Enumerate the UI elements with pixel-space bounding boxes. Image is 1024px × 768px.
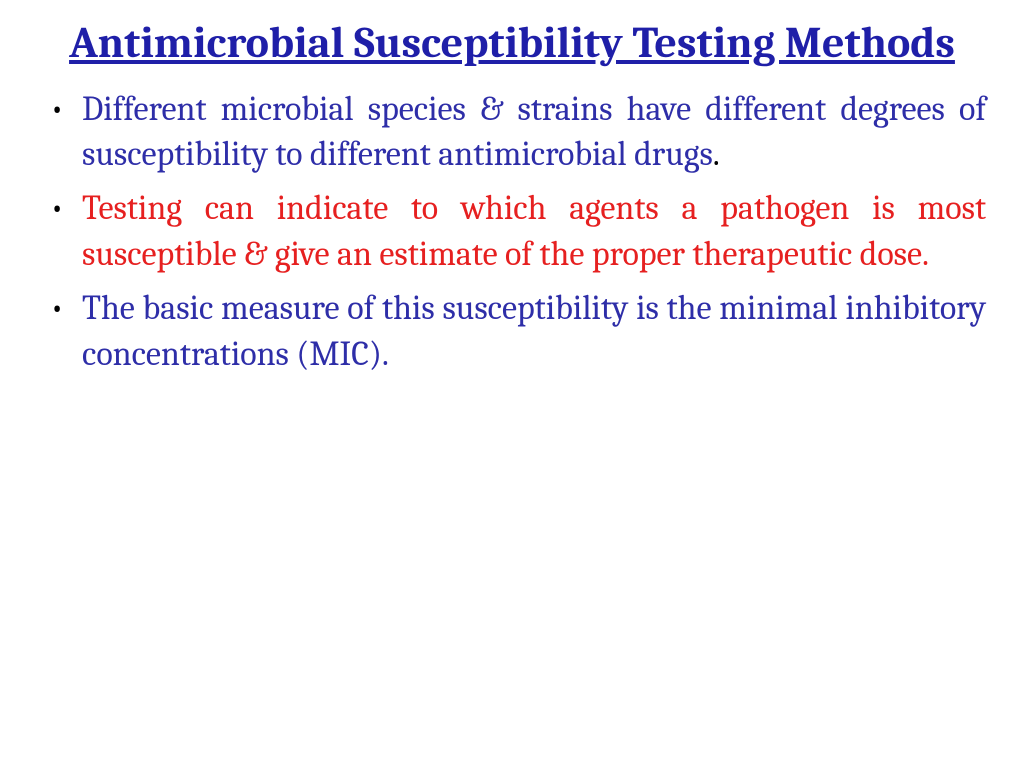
- bullet-text: Different microbial species & strains ha…: [82, 89, 986, 175]
- list-item: The basic measure of this susceptibility…: [38, 286, 986, 378]
- list-item: Testing can indicate to which agents a p…: [38, 186, 986, 278]
- slide-title: Antimicrobial Susceptibility Testing Met…: [38, 18, 986, 69]
- list-item: Different microbial species & strains ha…: [38, 87, 986, 179]
- bullet-text: The basic measure of this susceptibility…: [82, 288, 986, 374]
- bullet-list: Different microbial species & strains ha…: [38, 87, 986, 378]
- bullet-trailing-dot: .: [713, 134, 720, 174]
- bullet-text: Testing can indicate to which agents a p…: [82, 188, 986, 274]
- slide-container: Antimicrobial Susceptibility Testing Met…: [0, 0, 1024, 768]
